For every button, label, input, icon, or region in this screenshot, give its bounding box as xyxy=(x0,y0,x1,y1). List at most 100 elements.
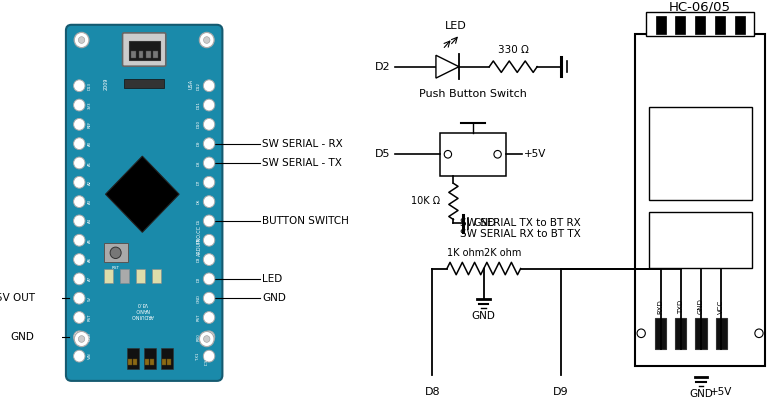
Circle shape xyxy=(203,176,215,188)
Circle shape xyxy=(78,336,84,342)
Bar xyxy=(162,358,166,365)
Circle shape xyxy=(74,138,85,150)
Circle shape xyxy=(203,254,215,266)
Circle shape xyxy=(203,350,215,362)
Text: LED: LED xyxy=(262,274,282,284)
FancyBboxPatch shape xyxy=(123,33,166,66)
Text: 3V3: 3V3 xyxy=(88,101,92,109)
Text: 5V OUT: 5V OUT xyxy=(0,293,34,303)
Bar xyxy=(675,318,687,348)
Text: SW SERIAL - TX: SW SERIAL - TX xyxy=(262,158,342,168)
Polygon shape xyxy=(436,55,459,78)
Circle shape xyxy=(74,331,89,347)
Text: RST: RST xyxy=(112,266,120,270)
Circle shape xyxy=(74,196,85,208)
Circle shape xyxy=(203,99,215,111)
Bar xyxy=(145,358,149,365)
Text: D9: D9 xyxy=(196,141,200,146)
Bar xyxy=(161,348,173,368)
Text: LED: LED xyxy=(444,20,466,30)
Circle shape xyxy=(74,215,85,227)
Bar xyxy=(635,34,766,366)
Text: A3: A3 xyxy=(88,199,92,204)
Text: RX0: RX0 xyxy=(196,333,200,341)
Circle shape xyxy=(203,215,215,227)
Text: D6: D6 xyxy=(196,199,200,204)
Circle shape xyxy=(203,312,215,324)
Circle shape xyxy=(74,32,89,48)
Bar xyxy=(127,348,138,368)
Circle shape xyxy=(203,331,215,343)
Bar xyxy=(646,12,755,36)
Bar xyxy=(676,16,685,34)
Text: A7: A7 xyxy=(88,276,92,282)
Circle shape xyxy=(444,150,451,158)
Text: A4: A4 xyxy=(88,218,92,224)
Text: RXD: RXD xyxy=(658,300,663,314)
Bar xyxy=(655,318,666,348)
Bar xyxy=(153,52,158,58)
Text: 2K ohm: 2K ohm xyxy=(483,248,521,258)
Text: Push Button Switch: Push Button Switch xyxy=(419,89,527,99)
Text: GND: GND xyxy=(88,332,92,341)
Circle shape xyxy=(637,329,645,338)
Bar xyxy=(144,348,156,368)
Text: D12: D12 xyxy=(196,82,200,90)
Text: BUTTON SWITCH: BUTTON SWITCH xyxy=(262,216,349,226)
Circle shape xyxy=(494,150,501,158)
Circle shape xyxy=(199,331,214,347)
Text: D5: D5 xyxy=(375,149,391,159)
Text: ARDUINO
NANO
V3.0: ARDUINO NANO V3.0 xyxy=(131,301,154,318)
Text: D13: D13 xyxy=(88,82,92,90)
Polygon shape xyxy=(106,156,179,232)
Circle shape xyxy=(203,138,215,150)
Text: 2009: 2009 xyxy=(104,78,109,90)
Text: D11: D11 xyxy=(196,101,200,109)
Text: D5: D5 xyxy=(196,218,200,224)
Circle shape xyxy=(74,99,85,111)
Text: 10K Ω: 10K Ω xyxy=(411,196,440,206)
Circle shape xyxy=(74,350,85,362)
Circle shape xyxy=(74,176,85,188)
Bar xyxy=(146,52,151,58)
Text: HC-06/05: HC-06/05 xyxy=(669,0,731,13)
Circle shape xyxy=(74,312,85,324)
Bar xyxy=(128,358,131,365)
Circle shape xyxy=(74,331,85,343)
Text: D10: D10 xyxy=(196,120,200,128)
Text: GND: GND xyxy=(196,294,200,303)
Bar xyxy=(150,358,153,365)
Text: GND: GND xyxy=(472,311,496,321)
Text: D8: D8 xyxy=(425,386,440,396)
Bar xyxy=(152,269,161,282)
Text: GND: GND xyxy=(698,298,704,314)
Text: D2: D2 xyxy=(196,276,200,282)
Text: 5V: 5V xyxy=(88,296,92,301)
Bar xyxy=(734,16,744,34)
Text: GND: GND xyxy=(262,293,286,303)
Text: 330 Ω: 330 Ω xyxy=(498,45,529,55)
Text: ARDUINO.CC: ARDUINO.CC xyxy=(197,225,202,256)
Bar xyxy=(104,243,127,262)
Circle shape xyxy=(203,336,210,342)
Circle shape xyxy=(203,157,215,169)
Circle shape xyxy=(203,196,215,208)
Text: A6: A6 xyxy=(88,257,92,262)
Text: RST: RST xyxy=(88,314,92,321)
Text: VIN: VIN xyxy=(88,353,92,360)
Bar xyxy=(136,269,145,282)
Text: GND: GND xyxy=(11,332,34,342)
Text: D4: D4 xyxy=(196,238,200,243)
Circle shape xyxy=(74,118,85,130)
Bar xyxy=(655,16,665,34)
Circle shape xyxy=(755,329,763,338)
Text: +5V: +5V xyxy=(710,386,733,396)
FancyBboxPatch shape xyxy=(66,25,222,381)
Circle shape xyxy=(110,247,121,258)
Circle shape xyxy=(203,80,215,92)
Bar xyxy=(648,212,752,268)
Text: SW SERIAL - RX: SW SERIAL - RX xyxy=(262,139,343,149)
Text: 1K ohm: 1K ohm xyxy=(447,248,484,258)
Circle shape xyxy=(78,37,84,43)
Text: D2: D2 xyxy=(375,62,391,72)
